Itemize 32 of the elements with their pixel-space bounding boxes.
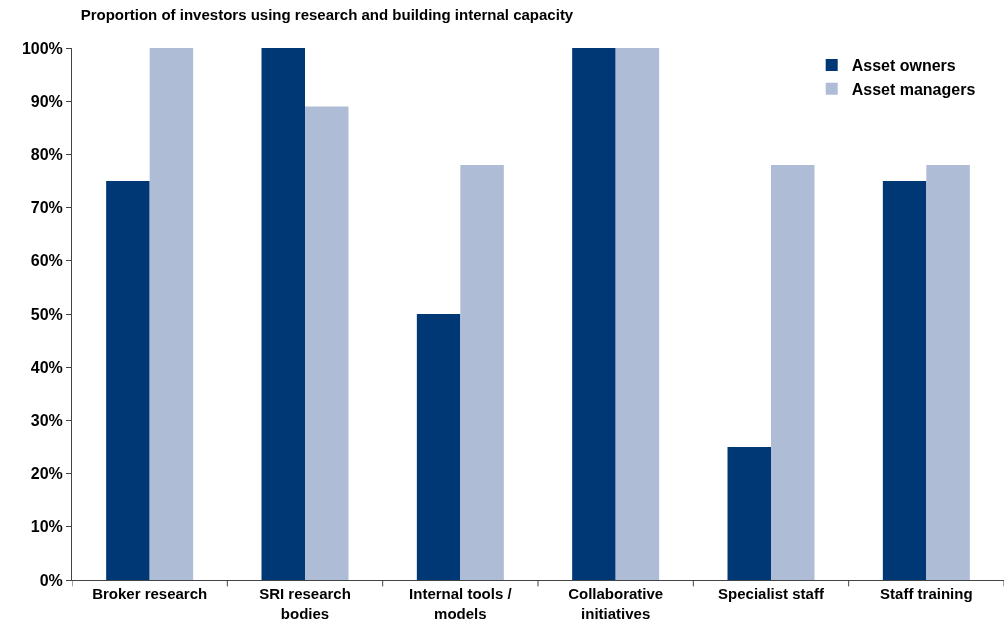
bar (771, 165, 815, 580)
y-tick-label: 80% (30, 146, 63, 163)
x-tick-label: Specialist staff (718, 585, 825, 602)
bar (261, 48, 305, 580)
legend-label: Asset managers (851, 80, 976, 98)
bar (926, 165, 970, 580)
bar (106, 181, 150, 580)
bar (615, 48, 660, 580)
y-tick-label: 70% (30, 199, 63, 217)
y-tick-label: 50% (30, 305, 63, 323)
y-tick-label: 10% (30, 518, 63, 536)
bar (882, 181, 927, 580)
x-tick-label: SRI research bodies (259, 585, 351, 622)
bar (149, 48, 194, 580)
bar (305, 106, 349, 580)
bar (416, 314, 461, 580)
x-tick-label: Collaborative initiatives (568, 585, 664, 622)
bar (572, 48, 616, 580)
x-tick-label: Broker research (92, 585, 208, 602)
y-tick-label: 30% (30, 412, 63, 429)
bar (460, 165, 504, 580)
x-tick-label: Internal tools / models (409, 585, 513, 622)
y-tick-label: 90% (30, 92, 63, 110)
chart-title: Proportion of investors using research and building internal capacity (80, 6, 574, 24)
legend-label: Asset owners (851, 57, 956, 75)
y-tick-label: 60% (30, 252, 63, 270)
y-tick-label: 40% (30, 358, 63, 376)
y-tick-label: 100% (21, 39, 63, 57)
y-tick-label: 20% (30, 465, 63, 483)
y-tick-label: 0% (39, 571, 63, 589)
x-tick-label: Staff training (880, 585, 973, 602)
bar (727, 447, 771, 580)
